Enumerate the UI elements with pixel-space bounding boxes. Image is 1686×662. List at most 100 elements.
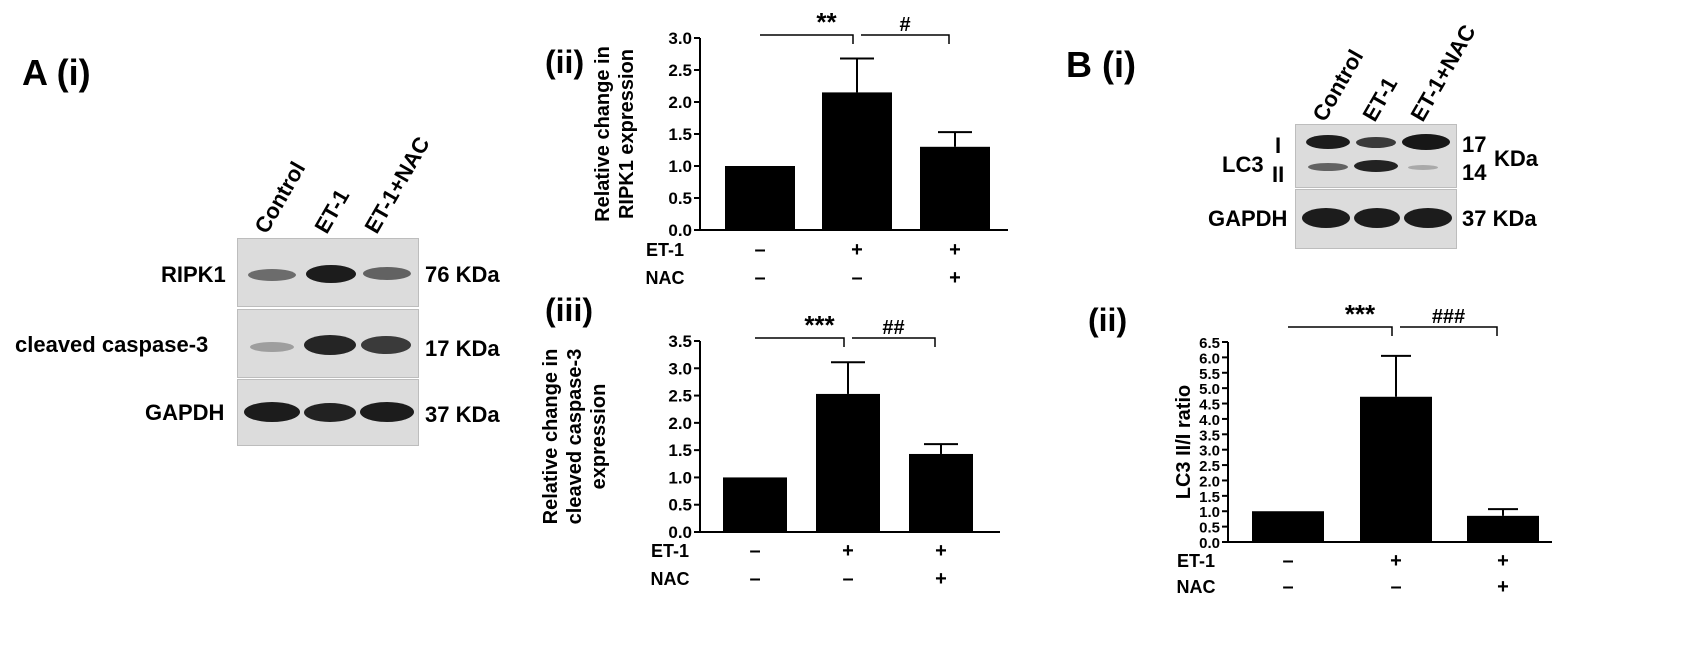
- y-tick-label: 0.5: [1199, 520, 1220, 537]
- significance-bracket: [1288, 326, 1393, 336]
- bar: [822, 92, 892, 231]
- blot-ripk1: [237, 238, 419, 307]
- panel-label-b-ii: (ii): [1088, 302, 1128, 338]
- size-label-lc3-ii: 14: [1462, 160, 1487, 185]
- panel-label-a-ii: (ii): [545, 44, 585, 80]
- y-axis-label: cleaved caspase-3: [564, 349, 586, 525]
- condition-mark: –: [842, 568, 853, 590]
- condition-mark: +: [949, 239, 961, 261]
- band: [360, 402, 414, 422]
- significance-bracket: [1400, 326, 1498, 336]
- band: [363, 267, 411, 280]
- condition-label: ET-1: [651, 541, 689, 561]
- condition-mark: +: [842, 540, 854, 562]
- band: [361, 336, 411, 354]
- size-label-cleaved-caspase-3: 17 KDa: [425, 336, 500, 361]
- band: [1402, 134, 1450, 150]
- blot-gapdh-b: [1295, 189, 1457, 249]
- band: [306, 265, 356, 283]
- significance-bracket: [861, 34, 950, 44]
- size-unit-lc3: KDa: [1494, 146, 1539, 171]
- y-tick-label: 0.5: [668, 189, 692, 208]
- bar: [1467, 515, 1539, 542]
- bar: [1360, 396, 1432, 542]
- band-label-i: I: [1275, 133, 1282, 158]
- bar: [920, 146, 990, 230]
- condition-mark: –: [754, 239, 765, 261]
- y-tick-label: 1.5: [1199, 489, 1220, 506]
- y-tick-label: 3.0: [668, 359, 692, 378]
- y-tick-label: 1.0: [1199, 504, 1220, 521]
- y-axis-label: Relative change in: [540, 349, 562, 525]
- condition-mark: +: [1497, 576, 1509, 598]
- condition-mark: –: [1390, 576, 1401, 598]
- y-tick-label: 1.5: [668, 125, 692, 144]
- y-tick-label: 4.5: [1199, 397, 1220, 414]
- condition-label: NAC: [651, 569, 690, 589]
- significance-label: ###: [1432, 306, 1465, 328]
- y-tick-label: 0.0: [1199, 535, 1220, 552]
- band: [248, 269, 296, 281]
- band: [1356, 137, 1396, 148]
- bar: [723, 477, 787, 532]
- band-label-ii: II: [1272, 162, 1285, 187]
- y-tick-label: 3.5: [668, 332, 692, 351]
- condition-label: NAC: [1177, 577, 1216, 597]
- band: [1354, 160, 1398, 172]
- band: [1308, 163, 1348, 171]
- y-tick-label: 2.0: [668, 414, 692, 433]
- y-tick-label: 0.5: [668, 496, 692, 515]
- row-label-gapdh: GAPDH: [145, 400, 225, 425]
- condition-mark: –: [749, 540, 760, 562]
- y-tick-label: 2.0: [1199, 473, 1220, 490]
- y-axis-label: Relative change in: [592, 46, 614, 222]
- condition-mark: –: [754, 267, 765, 289]
- band: [250, 342, 294, 352]
- y-tick-label: 6.0: [1199, 350, 1220, 367]
- condition-mark: –: [749, 568, 760, 590]
- significance-label: **: [816, 7, 837, 37]
- size-label-gapdh-b: 37 KDa: [1462, 206, 1537, 231]
- y-tick-label: 3.0: [668, 29, 692, 48]
- significance-label: ***: [1345, 299, 1376, 329]
- y-tick-label: 2.5: [668, 387, 692, 406]
- panel-label-a-i: A (i): [22, 52, 91, 93]
- blot-cleaved-caspase-3: [237, 309, 419, 378]
- bar: [725, 166, 795, 230]
- y-axis-label: expression: [588, 384, 610, 490]
- condition-mark: –: [1282, 576, 1293, 598]
- size-label-gapdh: 37 KDa: [425, 402, 500, 427]
- condition-mark: +: [935, 568, 947, 590]
- y-tick-label: 5.0: [1199, 381, 1220, 398]
- condition-mark: –: [1282, 550, 1293, 572]
- band: [1354, 208, 1400, 228]
- row-label-cleaved-caspase-3: cleaved caspase-3: [15, 332, 209, 357]
- condition-mark: –: [851, 267, 862, 289]
- bar: [1252, 511, 1324, 542]
- row-label-lc3: LC3: [1222, 152, 1264, 177]
- band: [1302, 208, 1350, 228]
- condition-label: ET-1: [646, 240, 684, 260]
- condition-mark: +: [949, 267, 961, 289]
- significance-label: ***: [804, 310, 835, 340]
- band: [1404, 208, 1452, 228]
- bar: [909, 453, 973, 532]
- significance-label: ##: [882, 317, 904, 339]
- y-tick-label: 2.5: [668, 61, 692, 80]
- y-tick-label: 0.0: [668, 523, 692, 542]
- condition-label: NAC: [646, 268, 685, 288]
- condition-mark: +: [851, 239, 863, 261]
- y-tick-label: 0.0: [668, 221, 692, 240]
- bar: [816, 393, 880, 532]
- y-tick-label: 4.0: [1199, 412, 1220, 429]
- size-label-ripk1: 76 KDa: [425, 262, 500, 287]
- condition-mark: +: [1390, 550, 1402, 572]
- y-tick-label: 1.0: [668, 157, 692, 176]
- blot-gapdh-a: [237, 379, 419, 446]
- significance-bracket: [760, 34, 854, 44]
- band: [304, 335, 356, 355]
- y-axis-label: LC3 II/I ratio: [1173, 385, 1195, 499]
- band: [1306, 135, 1350, 149]
- y-tick-label: 5.5: [1199, 366, 1220, 383]
